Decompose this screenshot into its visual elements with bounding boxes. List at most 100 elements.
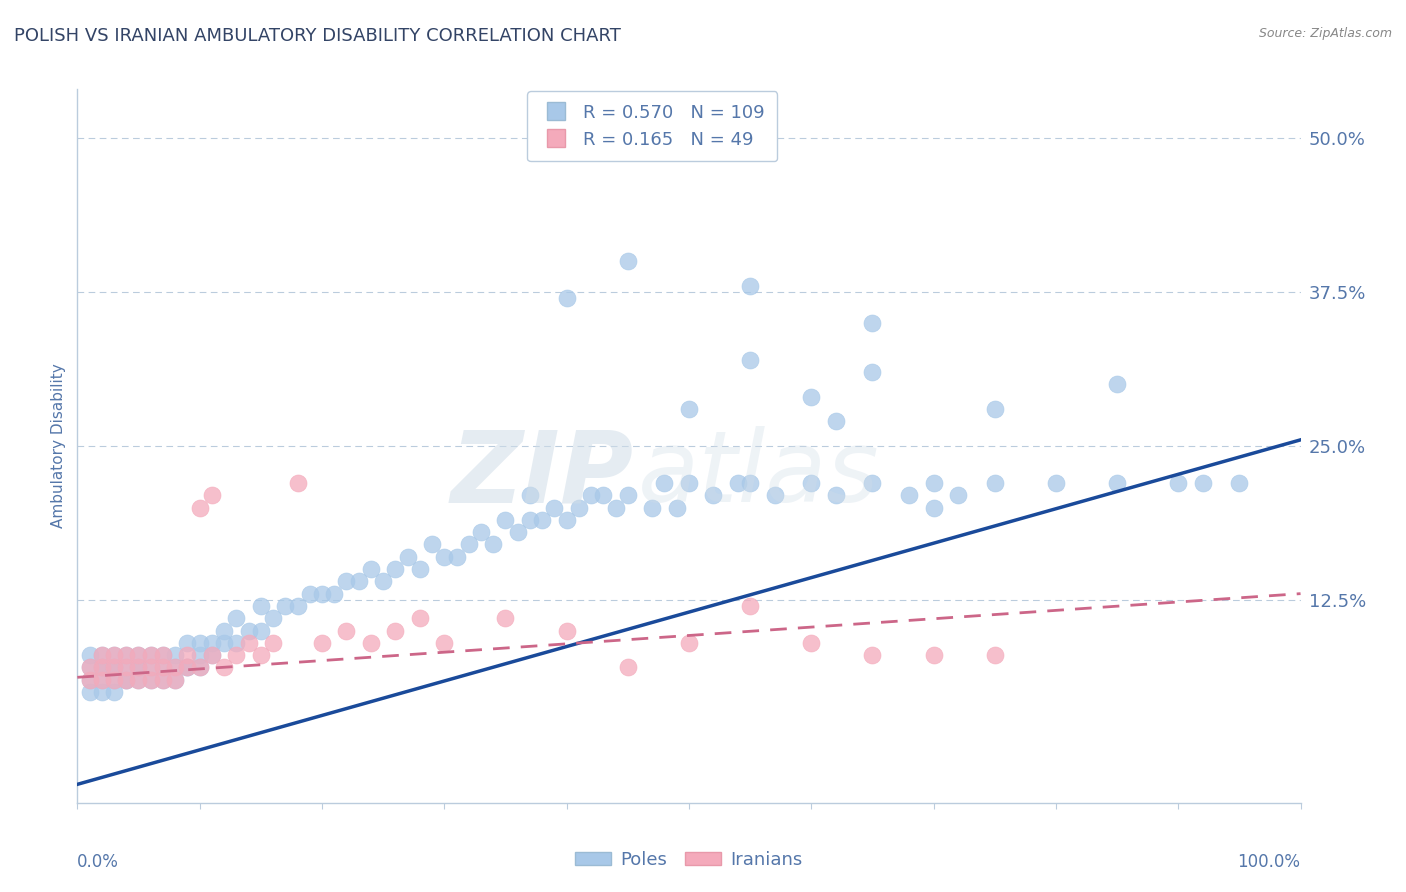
Point [984,648,1007,662]
Point [128,660,150,674]
Point [384,624,406,638]
Point [555,513,578,527]
Point [946,488,969,502]
Point [311,587,333,601]
Point [115,673,138,687]
Point [665,500,688,515]
Text: 0.0%: 0.0% [77,853,120,871]
Point [862,475,884,490]
Point [617,488,640,502]
Point [90,673,112,687]
Point [90,648,112,662]
Point [152,660,174,674]
Point [165,648,187,662]
Text: atlas: atlas [637,426,879,523]
Point [103,648,125,662]
Point [420,537,443,551]
Point [79,660,101,674]
Point [1167,475,1189,490]
Point [262,611,284,625]
Point [740,279,762,293]
Point [152,648,174,662]
Legend: Poles, Iranians: Poles, Iranians [568,844,810,876]
Point [115,660,138,674]
Point [188,636,211,650]
Point [250,648,273,662]
Point [984,475,1007,490]
Point [238,624,260,638]
Point [543,500,565,515]
Point [115,648,138,662]
Point [128,673,150,687]
Point [1045,475,1067,490]
Point [139,673,162,687]
Y-axis label: Ambulatory Disability: Ambulatory Disability [51,364,66,528]
Point [740,599,762,613]
Point [225,611,247,625]
Point [335,624,357,638]
Point [201,648,224,662]
Point [103,660,125,674]
Point [152,673,174,687]
Point [862,648,884,662]
Point [165,660,187,674]
Point [495,513,517,527]
Point [347,574,370,589]
Point [396,549,419,564]
Point [103,660,125,674]
Point [311,636,333,650]
Point [384,562,406,576]
Point [617,660,640,674]
Point [188,648,211,662]
Point [800,475,823,490]
Point [90,673,112,687]
Point [1107,475,1129,490]
Point [922,648,945,662]
Point [250,624,273,638]
Point [139,660,162,674]
Point [152,673,174,687]
Point [152,648,174,662]
Point [740,352,762,367]
Point [128,660,150,674]
Point [922,500,945,515]
Point [984,402,1007,417]
Point [763,488,786,502]
Point [555,291,578,305]
Point [212,636,235,650]
Point [201,488,224,502]
Point [678,402,700,417]
Point [824,488,846,502]
Point [165,660,187,674]
Point [298,587,321,601]
Point [128,660,150,674]
Point [287,599,309,613]
Point [495,611,517,625]
Point [605,500,627,515]
Point [115,648,138,662]
Point [201,636,224,650]
Point [152,660,174,674]
Point [79,648,101,662]
Point [188,500,211,515]
Point [90,648,112,662]
Point [409,611,432,625]
Point [79,660,101,674]
Point [617,254,640,268]
Point [579,488,602,502]
Point [824,414,846,428]
Point [176,660,198,674]
Point [371,574,394,589]
Point [482,537,505,551]
Point [446,549,468,564]
Point [188,660,211,674]
Point [274,599,297,613]
Point [128,648,150,662]
Point [898,488,921,502]
Point [79,673,101,687]
Point [678,636,700,650]
Point [287,475,309,490]
Text: 100.0%: 100.0% [1237,853,1301,871]
Point [115,673,138,687]
Point [176,660,198,674]
